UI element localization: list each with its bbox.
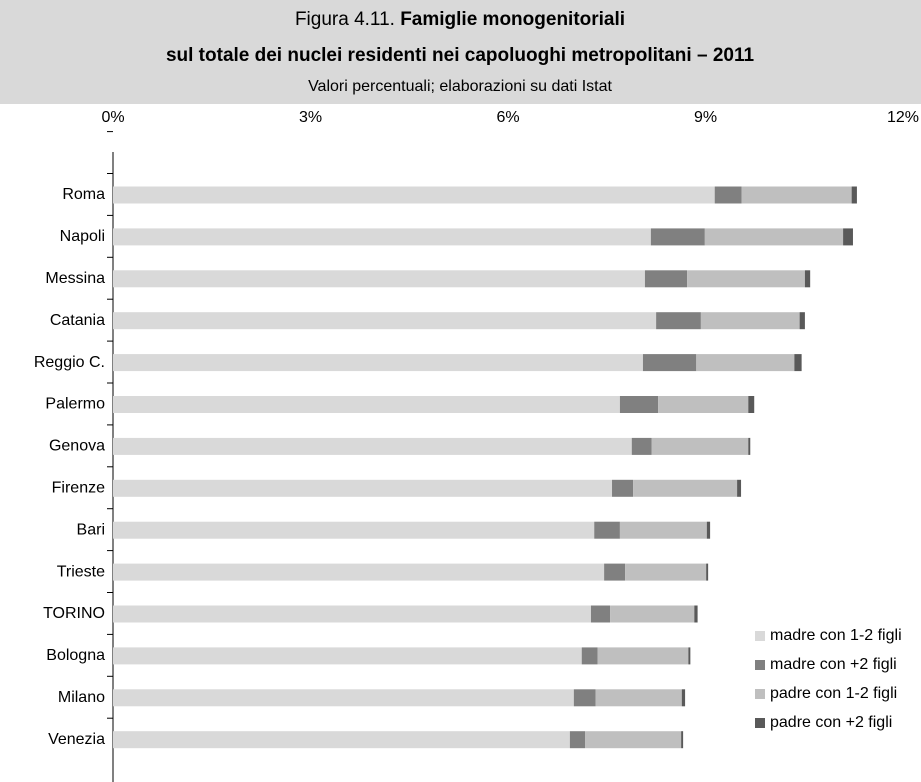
legend-label: padre con 1-2 figli [770,685,897,702]
y-tick-label: Venezia [48,731,105,748]
header-band [0,0,921,104]
y-tick-label: TORINO [43,605,105,622]
bar-segment [799,312,805,330]
y-tick-label: Bari [77,521,105,538]
y-tick-label: Reggio C. [34,354,105,371]
bar-segment [581,647,598,665]
bar-segment [633,479,738,497]
legend-swatch [755,660,765,670]
bar-segment [113,731,570,749]
x-tick-label: 12% [887,109,919,126]
bar-segment [113,396,620,413]
bar-segment [688,647,691,665]
bar-segment [113,689,574,707]
bar-segment [843,228,853,246]
bar-segment [748,437,751,455]
bar-segment [113,312,657,330]
bar-segment [619,521,707,539]
bar-segment [612,479,634,497]
y-tick-label: Milano [58,689,105,706]
chart-subtitle: Valori percentuali; elaborazioni su dati… [308,78,612,95]
y-tick-label: Palermo [45,396,105,413]
y-tick-label: Genova [49,438,105,455]
bar-segment [604,563,626,581]
x-tick-label: 6% [496,109,519,126]
bar-segment [590,605,611,623]
legend-swatch [755,689,765,699]
legend-label: madre con 1-2 figli [770,627,902,644]
bar-segment [113,228,651,246]
figure-label: Figura 4.11. [295,9,395,30]
y-tick-label: Firenze [52,480,105,497]
bar-segment [851,186,857,204]
bar-segment [610,605,695,623]
x-tick-label: 0% [101,109,124,126]
bar-segment [748,396,755,413]
bar-segment [619,396,659,413]
bar-segment [595,689,682,707]
bar-segment [804,270,811,288]
legend-label: madre con +2 figli [770,656,897,673]
bar-segment [569,731,586,749]
bar-segment [644,270,688,288]
bar-segment [113,354,643,372]
legend-swatch [755,631,765,641]
bar-segment [113,647,582,665]
bar-segment [594,521,620,539]
y-tick-label: Messina [45,270,105,287]
legend-label: padre con +2 figli [770,714,892,731]
bar-segment [631,437,652,455]
bar-segment [687,270,805,288]
bar-segment [681,689,686,707]
y-tick-label: Catania [50,312,105,329]
x-tick-label: 3% [299,109,322,126]
bar-segment [700,312,800,330]
bar-segment [113,270,645,288]
bar-segment [651,437,749,455]
bar-segment [650,228,705,246]
bar-segment [113,605,591,623]
bar-segment [706,521,711,539]
bar-segment [696,354,795,372]
bar-segment [714,186,742,204]
bar-segment [573,689,596,707]
y-tick-label: Trieste [57,563,105,580]
title-line: Famiglie monogenitoriali [400,9,625,30]
bar-segment [625,563,707,581]
bar-segment [681,731,684,749]
bar-segment [658,396,749,413]
legend-swatch [755,718,765,728]
x-tick-label: 9% [694,109,717,126]
bar-segment [597,647,689,665]
bar-segment [704,228,844,246]
bar-segment [694,605,698,623]
bar-segment [741,186,852,204]
bar-segment [113,186,715,204]
bar-segment [656,312,701,330]
y-tick-label: Napoli [60,228,105,245]
bar-segment [113,437,632,455]
bar-segment [794,354,802,372]
bar-segment [642,354,697,372]
chart-title: Figura 4.11. Famiglie monogenitoriali [295,9,625,30]
title-line: sul totale dei nuclei residenti nei capo… [166,45,755,66]
y-tick-label: Bologna [46,647,105,664]
bar-segment [113,479,613,497]
bar-segment [113,563,605,581]
bar-segment [585,731,682,749]
bar-segment [737,479,742,497]
bar-segment [113,521,595,539]
bar-segment [706,563,709,581]
y-tick-label: Roma [62,186,105,203]
